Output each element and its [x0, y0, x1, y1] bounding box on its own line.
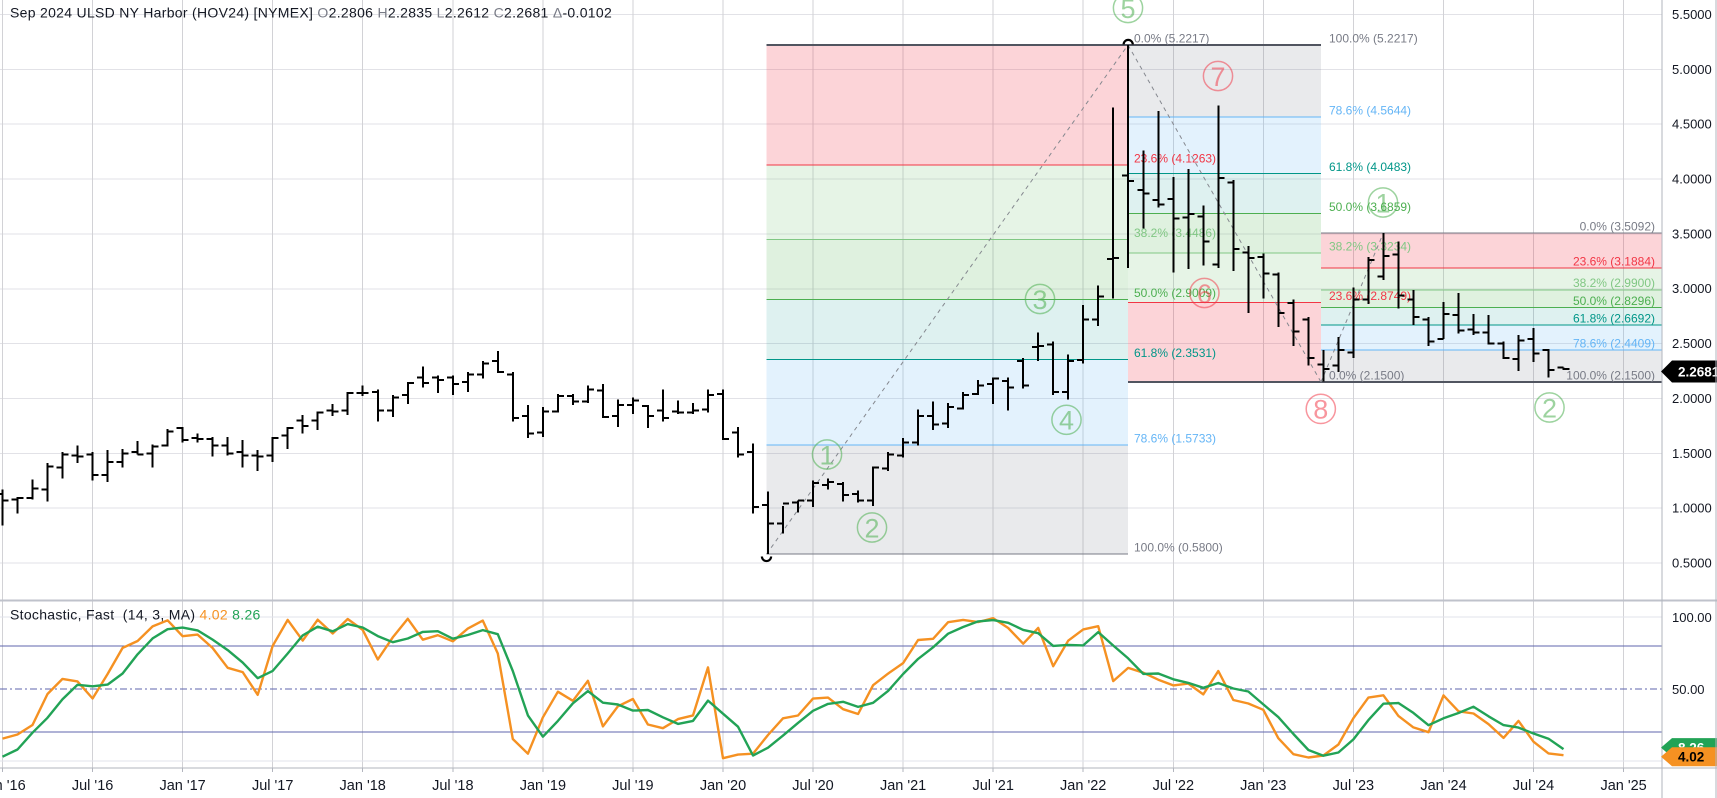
svg-text:2: 2	[864, 513, 879, 543]
svg-text:Jan '22: Jan '22	[1060, 778, 1106, 794]
svg-text:7: 7	[1210, 62, 1225, 92]
svg-text:100.0% (5.2217): 100.0% (5.2217)	[1329, 31, 1418, 45]
svg-text:5: 5	[1120, 0, 1135, 24]
svg-text:4.5000: 4.5000	[1672, 117, 1712, 132]
svg-text:61.8% (2.6692): 61.8% (2.6692)	[1573, 311, 1655, 325]
svg-text:61.8% (4.0483): 61.8% (4.0483)	[1329, 160, 1411, 174]
svg-text:2: 2	[1542, 393, 1557, 423]
svg-text:100.0% (2.1500): 100.0% (2.1500)	[1566, 368, 1655, 382]
svg-text:5.5000: 5.5000	[1672, 7, 1712, 22]
svg-text:Jul '20: Jul '20	[792, 778, 833, 794]
svg-text:1.5000: 1.5000	[1672, 446, 1712, 461]
svg-text:23.6% (4.1263): 23.6% (4.1263)	[1134, 152, 1216, 166]
svg-text:Jan '18: Jan '18	[340, 778, 386, 794]
svg-text:Jul '17: Jul '17	[252, 778, 293, 794]
svg-text:3.0000: 3.0000	[1672, 281, 1712, 296]
svg-text:Jul '22: Jul '22	[1153, 778, 1194, 794]
svg-text:4.02: 4.02	[1678, 750, 1704, 765]
svg-text:Jan '23: Jan '23	[1240, 778, 1286, 794]
svg-text:Jan '20: Jan '20	[700, 778, 746, 794]
svg-text:2.5000: 2.5000	[1672, 336, 1712, 351]
svg-text:Jul '24: Jul '24	[1513, 778, 1554, 794]
svg-text:1: 1	[1375, 188, 1390, 218]
svg-text:78.6% (1.5733): 78.6% (1.5733)	[1134, 432, 1216, 446]
svg-text:50.0% (3.6859): 50.0% (3.6859)	[1329, 200, 1411, 214]
svg-text:4: 4	[1059, 406, 1074, 436]
svg-text:38.2% (3.3234): 38.2% (3.3234)	[1329, 240, 1411, 254]
svg-text:78.6% (2.4409): 78.6% (2.4409)	[1573, 336, 1655, 350]
svg-text:Jan '21: Jan '21	[880, 778, 926, 794]
svg-text:23.6% (3.1884): 23.6% (3.1884)	[1573, 254, 1655, 268]
svg-text:Jan '16: Jan '16	[0, 778, 26, 794]
svg-text:100.00: 100.00	[1672, 610, 1712, 625]
svg-text:38.2% (3.4486): 38.2% (3.4486)	[1134, 226, 1216, 240]
svg-text:Jan '24: Jan '24	[1420, 778, 1466, 794]
svg-text:5.0000: 5.0000	[1672, 62, 1712, 77]
svg-text:2.0000: 2.0000	[1672, 391, 1712, 406]
svg-text:0.0% (5.2217): 0.0% (5.2217)	[1134, 31, 1209, 45]
svg-text:0.0% (3.5092): 0.0% (3.5092)	[1580, 219, 1655, 233]
svg-text:Jan '17: Jan '17	[159, 778, 205, 794]
svg-text:Jul '18: Jul '18	[432, 778, 473, 794]
svg-text:8: 8	[1313, 395, 1328, 425]
svg-text:Sep 2024 ULSD NY Harbor (HOV24: Sep 2024 ULSD NY Harbor (HOV24) [NYMEX] …	[10, 5, 612, 21]
svg-text:100.0% (0.5800): 100.0% (0.5800)	[1134, 541, 1223, 555]
svg-text:3.5000: 3.5000	[1672, 226, 1712, 241]
svg-text:6: 6	[1197, 279, 1212, 309]
svg-text:50.00: 50.00	[1672, 682, 1705, 697]
svg-text:0.5000: 0.5000	[1672, 556, 1712, 571]
svg-text:Stochastic, Fast (14, 3, MA): Stochastic, Fast (14, 3, MA) 4.02 8.26	[10, 607, 261, 623]
svg-text:50.0% (2.9009): 50.0% (2.9009)	[1134, 286, 1216, 300]
svg-text:1: 1	[819, 440, 834, 470]
svg-text:Jan '19: Jan '19	[520, 778, 566, 794]
svg-text:38.2% (2.9900): 38.2% (2.9900)	[1573, 276, 1655, 290]
svg-text:0.0% (2.1500): 0.0% (2.1500)	[1329, 368, 1404, 382]
svg-text:23.6% (2.8749): 23.6% (2.8749)	[1329, 289, 1411, 303]
svg-text:Jan '25: Jan '25	[1600, 778, 1646, 794]
svg-text:Jul '23: Jul '23	[1333, 778, 1374, 794]
svg-text:50.0% (2.8296): 50.0% (2.8296)	[1573, 294, 1655, 308]
svg-text:78.6% (4.5644): 78.6% (4.5644)	[1329, 104, 1411, 118]
svg-text:61.8% (2.3531): 61.8% (2.3531)	[1134, 346, 1216, 360]
svg-text:2.2681: 2.2681	[1678, 364, 1717, 379]
svg-text:3: 3	[1032, 285, 1047, 315]
svg-text:Jul '21: Jul '21	[972, 778, 1013, 794]
svg-text:Jul '19: Jul '19	[612, 778, 653, 794]
svg-text:Jul '16: Jul '16	[72, 778, 113, 794]
svg-text:4.0000: 4.0000	[1672, 172, 1712, 187]
svg-text:1.0000: 1.0000	[1672, 501, 1712, 516]
